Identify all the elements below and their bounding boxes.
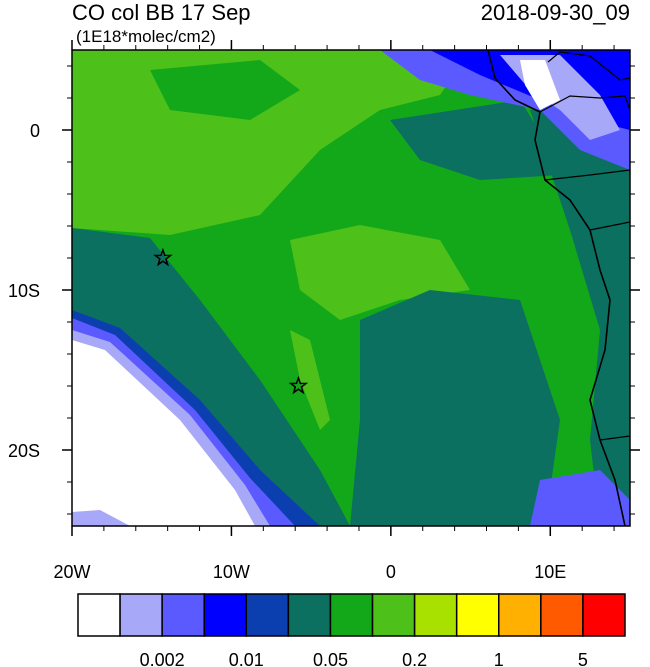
date: 2018-09-30_09 <box>481 0 630 25</box>
colorbar-box <box>498 593 542 637</box>
units: (1E18*molec/cm2) <box>76 27 216 46</box>
border <box>599 435 630 441</box>
y-tick-label: 0 <box>30 121 40 141</box>
site-marker <box>153 247 173 267</box>
field-teal <box>350 290 560 526</box>
x-tick-label: 0 <box>386 562 396 582</box>
field-green <box>150 60 300 120</box>
colorbar-box <box>540 593 584 637</box>
colorbar-box <box>119 593 163 637</box>
field-white <box>520 60 560 110</box>
site-marker <box>288 375 309 395</box>
colorbar-box <box>161 593 205 637</box>
colorbar-box <box>245 593 290 637</box>
x-tick-label: 20W <box>53 562 90 582</box>
border <box>539 95 630 113</box>
x-tick-label: 10E <box>534 562 566 582</box>
colorbar-box <box>77 593 121 637</box>
border <box>547 51 630 81</box>
y-tick-label: 10S <box>8 281 40 301</box>
colorbar-box <box>203 593 248 637</box>
map-frame <box>71 49 631 527</box>
colorbar-box <box>371 593 416 637</box>
field-white <box>72 340 255 526</box>
colorbar-label: 0.05 <box>313 650 348 667</box>
field-green <box>160 250 330 470</box>
field-teal <box>530 100 630 526</box>
map-field <box>72 50 630 526</box>
colorbar-box <box>287 593 332 637</box>
field-teal <box>390 100 560 180</box>
colorbar-label: 0.002 <box>140 650 185 667</box>
border <box>589 221 630 231</box>
colorbar-label: 5 <box>578 650 588 667</box>
colorbar-box <box>455 593 500 637</box>
field-blue <box>530 470 630 526</box>
colorbar-label: 0.01 <box>229 650 264 667</box>
colorbar-box <box>413 593 458 637</box>
colorbar-box <box>329 593 374 637</box>
colorbar-label: 1 <box>494 650 504 667</box>
y-tick-label: 20S <box>8 441 40 461</box>
colorbar-box <box>582 593 626 637</box>
title: CO col BB 17 Sep <box>72 0 251 25</box>
field-light <box>290 330 330 430</box>
field-lavender <box>72 510 130 526</box>
border <box>544 169 630 181</box>
x-tick-label: 10W <box>213 562 250 582</box>
colorbar-label: 0.2 <box>402 650 427 667</box>
